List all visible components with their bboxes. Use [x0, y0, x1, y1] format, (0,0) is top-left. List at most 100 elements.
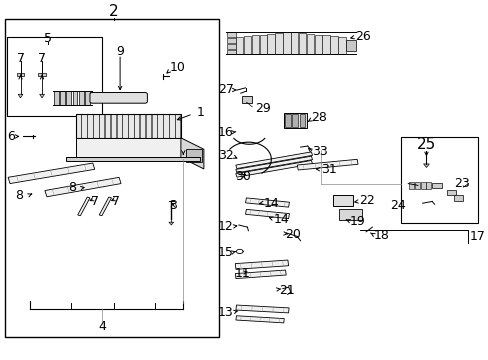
Text: 24: 24	[389, 198, 405, 212]
Bar	[175, 113, 180, 138]
Polygon shape	[168, 222, 173, 225]
Text: 32: 32	[217, 149, 233, 162]
Text: 13: 13	[217, 306, 233, 319]
Bar	[163, 113, 168, 138]
Polygon shape	[245, 209, 289, 219]
Bar	[73, 91, 77, 105]
Bar	[5, 19, 219, 337]
Bar	[283, 113, 306, 128]
Bar	[338, 208, 361, 220]
Text: 7: 7	[91, 195, 99, 208]
Text: 31: 31	[321, 163, 336, 176]
Polygon shape	[45, 177, 121, 197]
Bar	[275, 33, 282, 54]
Polygon shape	[40, 94, 44, 98]
Polygon shape	[236, 305, 288, 313]
Bar	[431, 183, 441, 188]
Text: 6: 6	[7, 130, 15, 143]
Text: 10: 10	[169, 61, 185, 74]
Text: 21: 21	[279, 284, 294, 297]
Polygon shape	[99, 197, 111, 216]
Bar	[76, 113, 81, 138]
Polygon shape	[8, 163, 95, 184]
Polygon shape	[236, 316, 284, 323]
Polygon shape	[235, 270, 285, 279]
Bar	[306, 34, 313, 54]
Bar	[122, 113, 127, 138]
Bar	[66, 157, 200, 161]
Bar	[17, 73, 24, 76]
Polygon shape	[297, 159, 357, 170]
Bar	[426, 182, 430, 189]
Bar	[85, 91, 90, 105]
Bar	[116, 113, 122, 138]
FancyBboxPatch shape	[90, 93, 147, 103]
Text: 7: 7	[17, 52, 24, 65]
Bar	[134, 113, 139, 138]
Bar	[87, 113, 92, 138]
Text: 29: 29	[255, 102, 270, 115]
Bar	[54, 91, 59, 105]
Text: 11: 11	[235, 267, 250, 280]
Bar	[400, 137, 477, 223]
Bar	[185, 149, 202, 162]
Bar	[93, 113, 98, 138]
Bar	[227, 44, 236, 49]
Polygon shape	[235, 260, 288, 269]
Bar	[329, 36, 337, 54]
Text: 7: 7	[38, 52, 46, 65]
Bar	[227, 50, 236, 54]
Bar	[283, 32, 290, 54]
Bar	[157, 113, 163, 138]
Text: 2: 2	[109, 4, 119, 19]
Text: 14: 14	[273, 213, 288, 226]
Polygon shape	[235, 152, 312, 168]
Bar	[151, 113, 157, 138]
Bar	[236, 37, 243, 54]
Bar	[38, 73, 46, 76]
Text: 7: 7	[112, 195, 120, 208]
Text: 14: 14	[263, 197, 279, 210]
Bar	[227, 38, 236, 43]
Bar	[267, 34, 274, 54]
Bar	[332, 195, 352, 206]
Bar	[169, 113, 174, 138]
Bar	[292, 114, 298, 127]
Bar	[79, 91, 83, 105]
Text: 26: 26	[355, 30, 370, 43]
Bar	[420, 182, 425, 189]
Text: 16: 16	[217, 126, 233, 139]
Text: 17: 17	[468, 230, 485, 243]
Bar	[290, 32, 298, 54]
Bar	[346, 40, 355, 51]
Bar	[145, 113, 151, 138]
Bar	[7, 37, 102, 116]
Text: 30: 30	[235, 170, 250, 183]
Bar	[76, 113, 181, 138]
Bar	[66, 91, 71, 105]
Bar	[110, 113, 116, 138]
Bar	[251, 35, 259, 54]
Text: 15: 15	[217, 246, 233, 258]
Polygon shape	[181, 138, 203, 169]
Polygon shape	[245, 198, 289, 207]
Text: 18: 18	[373, 229, 389, 242]
Bar	[140, 113, 145, 138]
Text: 22: 22	[359, 194, 374, 207]
Text: 20: 20	[284, 228, 300, 241]
Bar	[338, 37, 345, 54]
Bar	[244, 36, 251, 54]
Polygon shape	[18, 94, 23, 98]
Bar	[414, 182, 419, 189]
Text: 33: 33	[312, 145, 327, 158]
Bar	[242, 96, 251, 103]
Bar	[99, 113, 104, 138]
Text: 23: 23	[453, 177, 468, 190]
Text: 9: 9	[116, 45, 124, 58]
Bar	[314, 35, 321, 54]
Text: 8: 8	[16, 189, 23, 202]
Bar	[446, 190, 455, 195]
Text: 1: 1	[196, 106, 204, 120]
Bar	[322, 35, 329, 54]
Text: 28: 28	[311, 111, 327, 124]
